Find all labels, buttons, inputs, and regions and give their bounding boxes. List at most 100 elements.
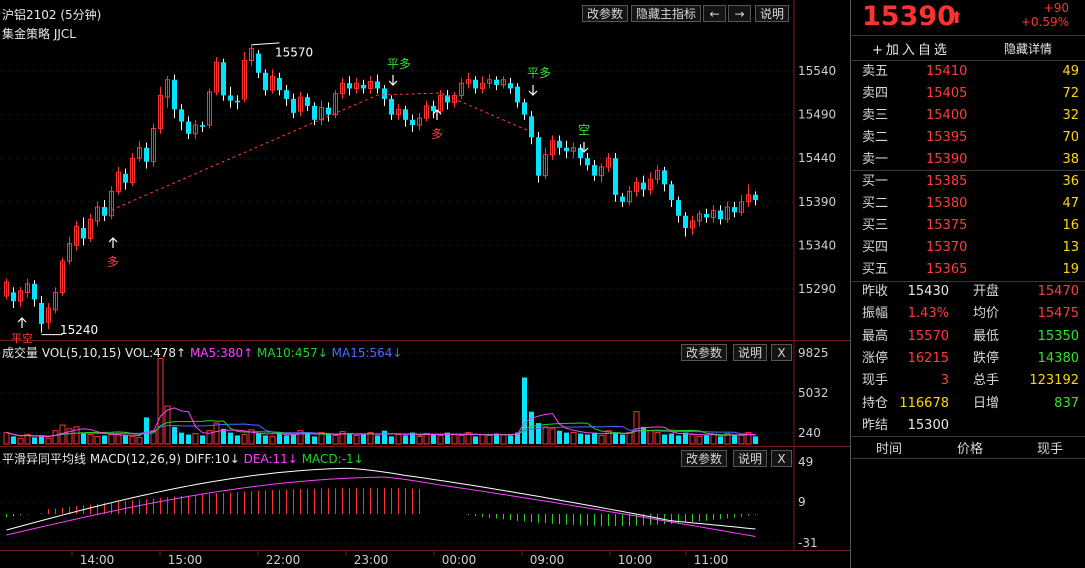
volume-bar [123, 435, 128, 444]
hide-main-indicator-button[interactable]: 隐藏主指标 [631, 5, 702, 22]
volume-bar [479, 434, 486, 445]
prev-arrow-button[interactable]: ← [703, 5, 726, 22]
volume-close-button[interactable]: X [771, 344, 792, 361]
volume-bar [228, 432, 233, 444]
candle-up [746, 194, 751, 203]
candle-down [81, 227, 86, 239]
volume-bar [157, 358, 164, 445]
volume-bar [102, 435, 107, 444]
volume-bar [32, 437, 37, 444]
change-params-button[interactable]: 改参数 [582, 5, 629, 22]
ask-price: 15410 [926, 64, 968, 79]
time-tick: 10:00 [618, 553, 653, 567]
hide-detail-button[interactable]: 隐藏详情 [1004, 42, 1053, 56]
candle-up [438, 94, 443, 112]
ask-volume: 38 [1062, 152, 1079, 167]
candle-down [557, 140, 562, 148]
candle-up [67, 243, 72, 262]
time-tick: 23:00 [354, 553, 389, 567]
candle-up [354, 82, 359, 89]
candle-down [641, 182, 646, 190]
candle-down [347, 83, 352, 89]
signal-close-long: 平多 [387, 57, 411, 71]
volume-bar [508, 435, 513, 444]
volume-bar [115, 434, 122, 445]
bid-row: 买五 15365 19 [852, 259, 1085, 281]
candle-up [74, 225, 79, 246]
add-watchlist-button[interactable]: +加入自选 [872, 43, 950, 58]
next-arrow-button[interactable]: → [728, 5, 751, 22]
volume-bar [753, 436, 758, 444]
candle-up [151, 128, 156, 163]
candle-up [165, 79, 170, 98]
volume-bar [724, 433, 731, 445]
volume-bar [592, 432, 597, 444]
volume-bar [284, 435, 289, 444]
candle-down [669, 184, 674, 201]
volume-bar [339, 431, 346, 445]
stat-row: 最高 15570 最低 15350 [852, 326, 1085, 348]
stat-label: 开盘 [973, 284, 1000, 299]
candle-down [291, 98, 296, 113]
volume-bar [557, 430, 562, 444]
candle-up [368, 80, 373, 89]
price-tick: 15490 [798, 108, 836, 122]
candle-down [592, 165, 597, 176]
candle-down [536, 137, 541, 176]
candle-down [718, 210, 723, 220]
macd-help-button[interactable]: 说明 [733, 450, 768, 467]
time-tick: 14:00 [80, 553, 115, 567]
volume-bar [353, 434, 360, 445]
stat-label: 总手 [973, 373, 1000, 389]
macd-panel-title: 平滑异同平均线 MACD(12,26,9) DIFF:10↓ DEA:11↓ M… [2, 450, 364, 467]
volume-bar [248, 429, 255, 445]
volume-bar [416, 435, 423, 445]
bid-label: 买二 [862, 196, 889, 211]
stat-value: 15350 [1037, 328, 1079, 344]
candle-up [214, 61, 219, 93]
macd-close-button[interactable]: X [771, 450, 792, 467]
ask-volume: 32 [1062, 108, 1079, 123]
time-tick: 09:00 [530, 553, 565, 567]
volume-bar [144, 417, 149, 444]
stat-label: 跌停 [973, 350, 1000, 366]
volume-bar [605, 430, 612, 445]
volume-bar [585, 434, 590, 444]
macd-params-button[interactable]: 改参数 [681, 450, 728, 467]
volume-bar [318, 432, 325, 445]
time-tick: 11:00 [694, 553, 729, 567]
volume-bar [312, 436, 317, 444]
volume-bar [192, 433, 199, 445]
volume-bar [549, 428, 556, 445]
volume-help-button[interactable]: 说明 [733, 344, 768, 361]
volume-bar [458, 434, 465, 445]
ask-row: 卖二 15395 70 [852, 127, 1085, 149]
candle-up [193, 124, 198, 135]
volume-bar [626, 432, 633, 445]
volume-bar [465, 432, 472, 445]
candle-up [599, 166, 604, 177]
candle-down [102, 207, 107, 216]
candle-up [109, 190, 114, 217]
candle-down [326, 107, 331, 115]
help-button[interactable]: 说明 [755, 5, 790, 22]
candle-down [473, 79, 478, 89]
strategy-label: 集金策略 JJCL [2, 27, 76, 41]
candle-down [704, 214, 709, 218]
candle-down [179, 109, 184, 122]
candle-up [207, 91, 212, 126]
candle-up [634, 182, 639, 192]
volume-bar [241, 434, 248, 445]
stat-label: 振幅 [862, 306, 889, 322]
volume-bar [291, 434, 296, 444]
kline-chart[interactable]: 15540 15490 15440 15390 15340 15290 15570 15240… [0, 0, 851, 568]
candle-down [522, 102, 527, 115]
volume-bar [410, 432, 415, 444]
volume-bar [500, 434, 507, 445]
candle-down [284, 90, 289, 99]
volume-bar [297, 430, 304, 445]
volume-params-button[interactable]: 改参数 [681, 344, 728, 361]
arrow-down-icon [388, 75, 398, 86]
candle-up [725, 206, 730, 220]
volume-bar [669, 433, 674, 444]
